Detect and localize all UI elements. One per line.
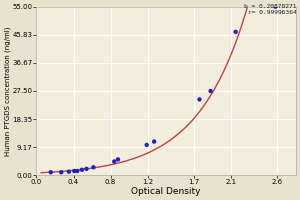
Point	[67, 170, 71, 173]
Point	[91, 166, 96, 169]
Point	[116, 158, 120, 161]
Point	[59, 171, 64, 174]
Point	[112, 160, 117, 163]
Text: b = 0.20878271
r= 0.99996364: b = 0.20878271 r= 0.99996364	[244, 4, 297, 15]
Point	[233, 30, 238, 33]
Point	[84, 167, 89, 170]
Point	[75, 169, 80, 173]
Point	[48, 171, 53, 174]
Point	[152, 140, 157, 143]
Point	[72, 169, 77, 173]
Point	[80, 168, 84, 171]
Point	[208, 89, 213, 93]
Point	[197, 98, 202, 101]
Y-axis label: Human PTGDS concentration (ng/ml): Human PTGDS concentration (ng/ml)	[4, 26, 11, 156]
Point	[273, 5, 278, 8]
Point	[144, 143, 149, 147]
X-axis label: Optical Density: Optical Density	[131, 187, 201, 196]
